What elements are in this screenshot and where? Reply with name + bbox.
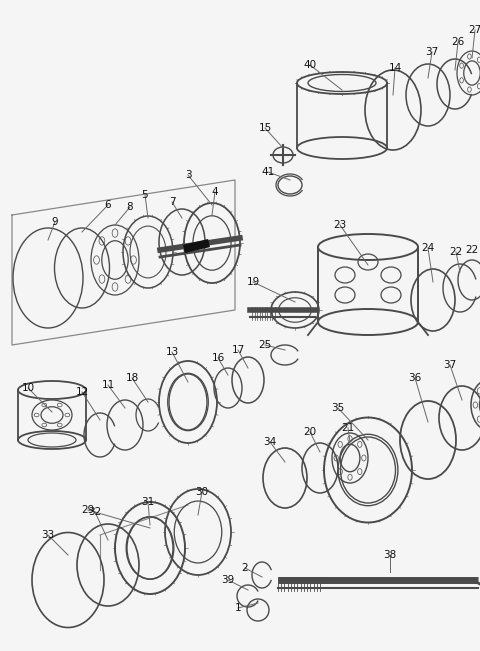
Text: 25: 25: [258, 340, 272, 350]
Text: 29: 29: [82, 505, 95, 515]
Text: 7: 7: [168, 197, 175, 207]
Text: 6: 6: [105, 200, 111, 210]
Text: 38: 38: [384, 550, 396, 560]
Text: 34: 34: [264, 437, 276, 447]
Text: 24: 24: [421, 243, 434, 253]
Text: 16: 16: [211, 353, 225, 363]
Text: 19: 19: [246, 277, 260, 287]
Text: 21: 21: [341, 423, 355, 433]
Text: 36: 36: [408, 373, 421, 383]
Text: 33: 33: [41, 530, 55, 540]
Text: 31: 31: [142, 497, 155, 507]
Text: 2: 2: [242, 563, 248, 573]
Text: 22: 22: [449, 247, 463, 257]
Text: 3: 3: [185, 170, 192, 180]
Text: 41: 41: [262, 167, 275, 177]
Text: 37: 37: [444, 360, 456, 370]
Text: 37: 37: [425, 47, 439, 57]
Text: 26: 26: [451, 37, 465, 47]
Text: 9: 9: [52, 217, 58, 227]
Text: 30: 30: [195, 487, 209, 497]
Text: 5: 5: [142, 190, 148, 200]
Text: 14: 14: [388, 63, 402, 73]
Text: 22: 22: [466, 245, 479, 255]
Text: 27: 27: [468, 25, 480, 35]
Text: 20: 20: [303, 427, 317, 437]
Text: 13: 13: [166, 347, 179, 357]
Text: 35: 35: [331, 403, 345, 413]
Text: 12: 12: [75, 387, 89, 397]
Text: 40: 40: [303, 60, 317, 70]
Text: 4: 4: [212, 187, 218, 197]
Text: 10: 10: [22, 383, 35, 393]
Text: 8: 8: [127, 202, 133, 212]
Text: 15: 15: [258, 123, 272, 133]
Text: 39: 39: [221, 575, 235, 585]
Text: 17: 17: [231, 345, 245, 355]
Text: 1: 1: [235, 603, 241, 613]
Text: 32: 32: [88, 507, 102, 517]
Text: 18: 18: [125, 373, 139, 383]
Text: 23: 23: [334, 220, 347, 230]
Text: 11: 11: [101, 380, 115, 390]
